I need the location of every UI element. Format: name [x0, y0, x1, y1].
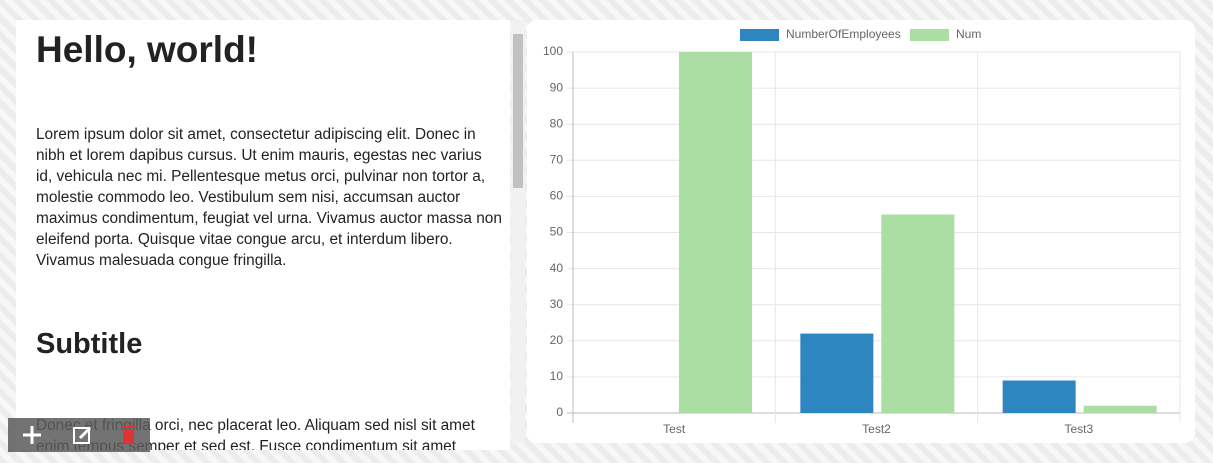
- y-tick-label: 70: [550, 152, 564, 166]
- y-tick-label: 100: [543, 44, 563, 58]
- toolbar: [8, 418, 150, 452]
- scroll-thumb[interactable]: [513, 34, 523, 188]
- legend-label: Num: [956, 27, 981, 41]
- x-tick-label: Test2: [862, 422, 891, 436]
- bar: [800, 333, 874, 413]
- heading: Hello, world!: [36, 29, 258, 70]
- scrollbar[interactable]: [511, 20, 525, 443]
- toolbar-icons: [23, 426, 136, 444]
- edit-button[interactable]: [73, 426, 92, 444]
- y-tick-label: 0: [556, 405, 563, 419]
- bar: [679, 52, 752, 413]
- bar: [1002, 380, 1076, 413]
- y-tick-label: 30: [550, 297, 564, 311]
- add-button[interactable]: [23, 426, 41, 444]
- legend-label: NumberOfEmployees: [786, 27, 901, 41]
- y-tick-label: 10: [550, 369, 564, 383]
- x-tick-label: Test: [663, 422, 686, 436]
- subheading: Subtitle: [36, 328, 143, 360]
- delete-button[interactable]: [121, 426, 136, 444]
- legend-swatch: [740, 29, 779, 41]
- bar: [1083, 405, 1157, 413]
- bar: [881, 214, 955, 413]
- y-tick-label: 80: [550, 116, 564, 130]
- x-tick-label: Test3: [1064, 422, 1093, 436]
- y-tick-label: 60: [550, 189, 564, 203]
- y-tick-label: 50: [550, 225, 564, 239]
- text-panel: Hello, world! Lorem ipsum dolor sit amet…: [16, 20, 510, 450]
- legend-swatch: [910, 29, 949, 41]
- y-tick-label: 40: [550, 261, 564, 275]
- chart-panel: NumberOfEmployees Num 0 10 20 30 40 50 60 70 80 90 1…: [527, 20, 1195, 443]
- y-tick-label: 20: [550, 333, 564, 347]
- y-tick-label: 90: [550, 80, 564, 94]
- chart: NumberOfEmployees Num 0 10 20 30 40 50 60 70 80 90 1…: [543, 27, 1181, 436]
- paragraph: Lorem ipsum dolor sit amet, consectetur …: [36, 126, 502, 269]
